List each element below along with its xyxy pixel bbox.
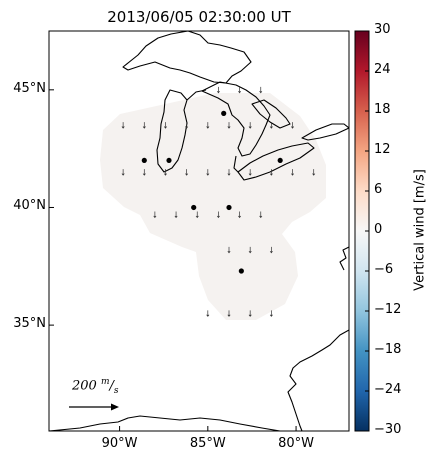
map-frame: [48, 30, 350, 432]
wind-vector: [227, 310, 231, 317]
wind-vector: [269, 169, 273, 176]
longitude-label: 80°W: [278, 436, 314, 451]
scale-unit-denominator: s: [113, 385, 119, 396]
scale-label: 200 m/s: [72, 377, 119, 396]
radar-station-dot: [166, 157, 172, 164]
wind-vector: [185, 169, 189, 176]
wind-vector: [259, 86, 263, 94]
wind-vector: [206, 169, 210, 176]
wind-vector: [174, 211, 178, 219]
colorbar-tick-label: 6: [374, 182, 383, 197]
radar-station-dot: [226, 204, 232, 211]
wind-vector: [248, 122, 252, 129]
wind-vector: [259, 211, 263, 219]
scale-value: 200: [72, 378, 97, 394]
lake-ontario-outline: [301, 123, 349, 141]
georgian-bay-outline: [251, 99, 291, 129]
radar-station-dot: [277, 157, 283, 164]
wind-vector: [163, 169, 167, 176]
colorbar-tick-label: 30: [374, 22, 391, 37]
wind-vector: [269, 310, 273, 317]
colorbar-tick-label: 12: [374, 142, 391, 157]
wind-vector: [121, 169, 125, 176]
wind-vector: [163, 122, 167, 129]
map-title: 2013/06/05 02:30:00 UT: [107, 8, 291, 26]
scale-arrowhead: [111, 403, 119, 411]
longitude-label: 90°W: [101, 436, 138, 451]
wind-vector: [238, 211, 242, 219]
radar-station-dot: [221, 110, 227, 116]
colorbar-tick-label: 0: [374, 222, 383, 237]
wind-vector: [121, 122, 125, 129]
colorbar-tick-label: −12: [374, 302, 402, 317]
radar-station-dot: [191, 204, 197, 211]
lake-huron-outline: [201, 81, 271, 157]
colorbar-tick-label: −30: [374, 422, 402, 437]
wind-vector: [142, 122, 146, 129]
wind-vector: [227, 246, 231, 254]
radar-station-dot: [238, 268, 244, 274]
gulf-coast: [49, 415, 281, 431]
wind-vector: [216, 211, 220, 219]
map-ticks: [49, 89, 297, 431]
lake-erie-outline: [237, 142, 315, 181]
colorbar-tick-label: −24: [374, 382, 402, 397]
wind-vector: [227, 122, 231, 129]
wind-vector: [227, 169, 231, 176]
wind-vector: [269, 122, 273, 129]
wind-vector: [248, 246, 252, 254]
latitude-label: 40°N: [13, 198, 46, 214]
wind-vector: [195, 211, 199, 219]
scale-unit-numerator: m: [100, 377, 110, 387]
colorbar-title: Vertical wind [m/s]: [412, 169, 428, 291]
wind-vector: [248, 310, 252, 317]
atlantic-coast: [287, 246, 349, 431]
latitude-label: 35°N: [13, 316, 46, 332]
colorbar-tick-label: −18: [374, 342, 402, 357]
longitude-label: 85°W: [189, 436, 226, 451]
lake-michigan-outline: [156, 89, 188, 173]
wind-vector: [291, 169, 295, 176]
colorbar-tick-label: −6: [374, 262, 394, 277]
colorbar-tick-label: 18: [374, 102, 391, 117]
colorbar-tick-label: 24: [374, 62, 391, 77]
wind-vector-field: [121, 86, 316, 317]
wind-vector: [206, 122, 210, 129]
wind-vector: [269, 246, 273, 254]
wind-vector: [238, 86, 242, 94]
wind-vector: [206, 310, 210, 317]
wind-vector: [142, 169, 146, 176]
wind-vector: [216, 86, 220, 94]
radar-station-dot: [141, 157, 147, 164]
wind-vector: [312, 169, 316, 176]
michigan-shore: [186, 89, 239, 173]
wind-vector: [248, 169, 252, 176]
wind-vector: [185, 122, 189, 129]
lake-superior-outline: [122, 31, 252, 84]
wind-vector: [291, 122, 295, 129]
latitude-label: 45°N: [13, 80, 46, 96]
colorbar-ticks: [365, 30, 369, 432]
coastlines: [49, 31, 349, 431]
radar-stations: [141, 110, 283, 274]
wind-vector: [153, 211, 157, 219]
